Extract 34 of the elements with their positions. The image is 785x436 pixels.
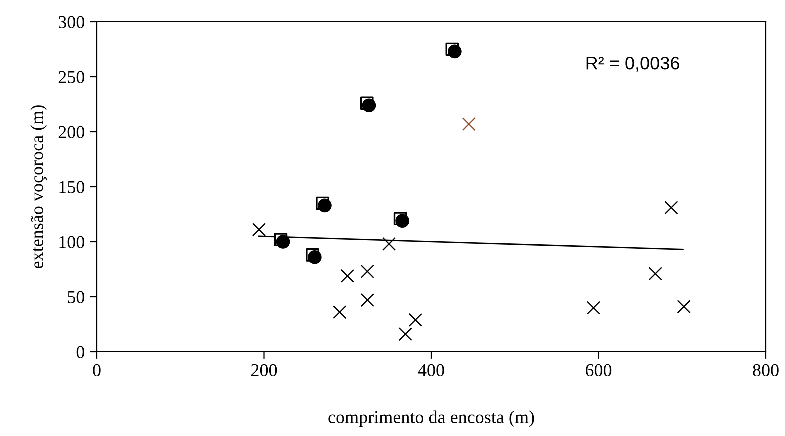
point — [308, 250, 322, 264]
point — [586, 301, 601, 315]
point — [276, 235, 290, 249]
x-tick-label: 600 — [586, 364, 612, 377]
y-tick-label: 100 — [60, 236, 85, 248]
point — [398, 328, 412, 342]
point — [664, 201, 678, 215]
y-axis-title: extensão voçoroca (m) — [30, 106, 47, 269]
point — [396, 214, 410, 228]
point — [362, 98, 376, 113]
point — [333, 306, 347, 320]
y-tick-label: 150 — [60, 181, 85, 194]
point — [318, 198, 332, 213]
point — [408, 313, 422, 327]
point — [360, 293, 374, 308]
point — [382, 237, 396, 252]
point — [677, 300, 691, 314]
point — [462, 117, 476, 132]
point — [360, 264, 374, 279]
y-tick-label: 200 — [58, 126, 85, 138]
point — [448, 44, 462, 59]
y-tick-label: 250 — [58, 71, 85, 84]
y-tick-label: 300 — [58, 16, 85, 28]
x-tick-label: 400 — [418, 364, 444, 377]
x-tick-label: 800 — [753, 364, 779, 377]
annotation: R² = 0,0036 — [586, 56, 680, 72]
x-tick-label: 0 — [93, 364, 101, 377]
point — [252, 223, 266, 237]
point — [648, 267, 662, 281]
point — [340, 269, 354, 283]
x-tick-label: 200 — [252, 364, 278, 377]
y-tick-label: 50 — [68, 291, 85, 304]
x-axis-title: comprimento da encosta (m) — [328, 410, 534, 428]
y-tick-label: 0 — [76, 346, 85, 358]
